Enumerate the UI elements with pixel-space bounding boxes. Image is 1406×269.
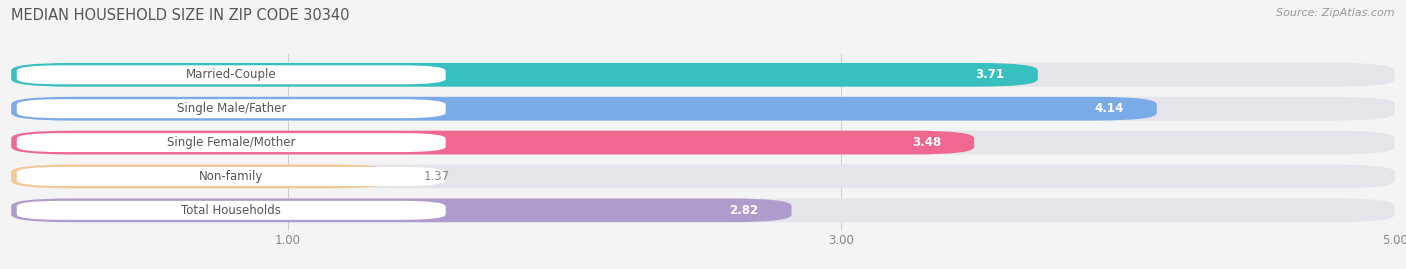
Text: MEDIAN HOUSEHOLD SIZE IN ZIP CODE 30340: MEDIAN HOUSEHOLD SIZE IN ZIP CODE 30340: [11, 8, 350, 23]
Text: Married-Couple: Married-Couple: [186, 68, 277, 81]
FancyBboxPatch shape: [11, 165, 391, 188]
Text: Single Female/Mother: Single Female/Mother: [167, 136, 295, 149]
Text: 2.82: 2.82: [730, 204, 758, 217]
Text: Source: ZipAtlas.com: Source: ZipAtlas.com: [1277, 8, 1395, 18]
FancyBboxPatch shape: [17, 201, 446, 220]
FancyBboxPatch shape: [11, 131, 1395, 154]
FancyBboxPatch shape: [11, 97, 1157, 121]
Text: 3.71: 3.71: [976, 68, 1005, 81]
Text: 4.14: 4.14: [1094, 102, 1123, 115]
Text: Total Households: Total Households: [181, 204, 281, 217]
Text: Single Male/Father: Single Male/Father: [177, 102, 285, 115]
FancyBboxPatch shape: [11, 165, 1395, 188]
FancyBboxPatch shape: [11, 131, 974, 154]
FancyBboxPatch shape: [11, 63, 1395, 87]
FancyBboxPatch shape: [11, 199, 792, 222]
FancyBboxPatch shape: [17, 133, 446, 152]
FancyBboxPatch shape: [11, 199, 1395, 222]
Text: Non-family: Non-family: [200, 170, 263, 183]
FancyBboxPatch shape: [17, 167, 446, 186]
FancyBboxPatch shape: [17, 65, 446, 84]
FancyBboxPatch shape: [11, 97, 1395, 121]
Text: 3.48: 3.48: [911, 136, 941, 149]
FancyBboxPatch shape: [11, 63, 1038, 87]
Text: 1.37: 1.37: [423, 170, 450, 183]
FancyBboxPatch shape: [17, 99, 446, 118]
